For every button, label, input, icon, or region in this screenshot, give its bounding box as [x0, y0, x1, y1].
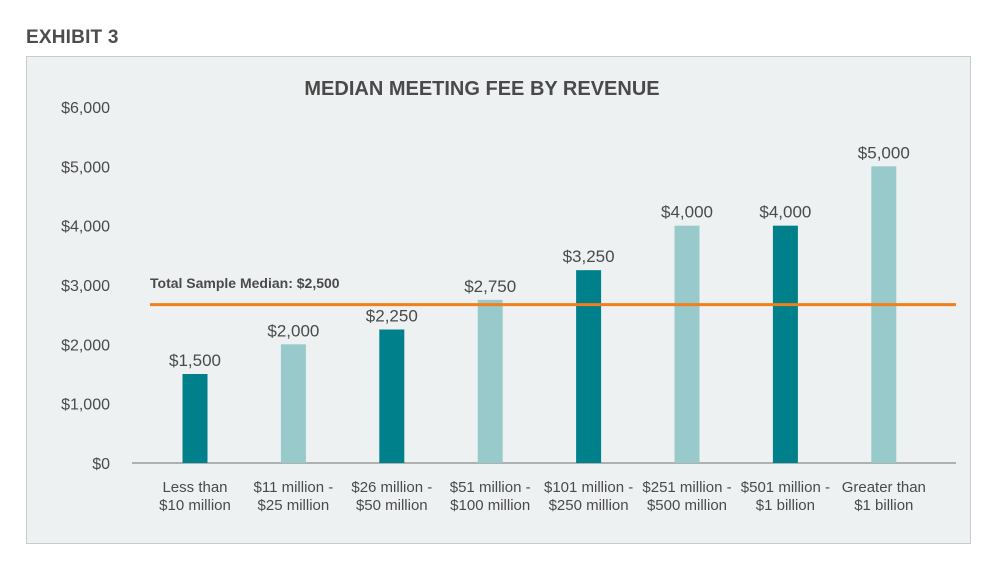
- exhibit-label: EXHIBIT 3: [26, 27, 119, 48]
- x-tick-label: $1 billion: [756, 497, 815, 514]
- bar: [280, 344, 306, 463]
- x-tick-label: $500 million: [647, 497, 727, 514]
- y-tick-label: $4,000: [61, 219, 110, 236]
- bar: [379, 329, 405, 463]
- y-tick-label: $3,000: [61, 278, 110, 295]
- data-labels: $1,500 $2,000 $2,250 $2,750 $3,250 $4,000 $4,0…: [169, 143, 910, 370]
- data-label: $2,750: [464, 277, 516, 296]
- y-tick-label: $5,000: [61, 159, 110, 176]
- x-tick-label: $100 million: [450, 497, 530, 514]
- x-tick-label: $50 million: [356, 497, 428, 514]
- chart-title: MEDIAN MEETING FEE BY REVENUE: [304, 78, 659, 100]
- bar: [477, 299, 503, 463]
- bar: [182, 374, 208, 463]
- data-label: $3,250: [563, 247, 615, 266]
- x-tick-label: $25 million: [258, 497, 330, 514]
- y-tick-label: $2,000: [61, 337, 110, 354]
- x-tick-label: $101 million -: [544, 479, 633, 496]
- data-label: $5,000: [858, 143, 910, 162]
- x-tick-label: $250 million: [549, 497, 629, 514]
- x-tick-label: $51 million -: [450, 479, 531, 496]
- y-tick-label: $6,000: [61, 100, 110, 117]
- x-tick-label: $26 million -: [351, 479, 432, 496]
- bar: [576, 270, 602, 463]
- x-axis-categories: Less than$10 million $11 million -$25 mil…: [159, 479, 926, 514]
- x-tick-label: $10 million: [159, 497, 231, 514]
- bar: [674, 225, 700, 463]
- x-tick-label: $11 million -: [254, 479, 334, 496]
- bars: [182, 166, 897, 464]
- y-tick-label: $0: [92, 456, 110, 473]
- bar: [772, 225, 798, 463]
- data-label: $4,000: [759, 203, 811, 222]
- bar: [871, 166, 897, 464]
- x-tick-label: Greater than: [842, 479, 926, 496]
- data-label: $4,000: [661, 203, 713, 222]
- data-label: $1,500: [169, 351, 221, 370]
- reference-line-label: Total Sample Median: $2,500: [150, 275, 340, 291]
- x-tick-label: $251 million -: [642, 479, 731, 496]
- data-label: $2,000: [267, 321, 319, 340]
- y-axis-ticks: $0 $1,000 $2,000 $3,000 $4,000 $5,000 $6,000: [61, 100, 110, 473]
- data-label: $2,250: [366, 307, 418, 326]
- x-tick-label: $501 million -: [741, 479, 830, 496]
- x-tick-label: $1 billion: [854, 497, 913, 514]
- x-tick-label: Less than: [162, 479, 227, 496]
- y-tick-label: $1,000: [61, 397, 110, 414]
